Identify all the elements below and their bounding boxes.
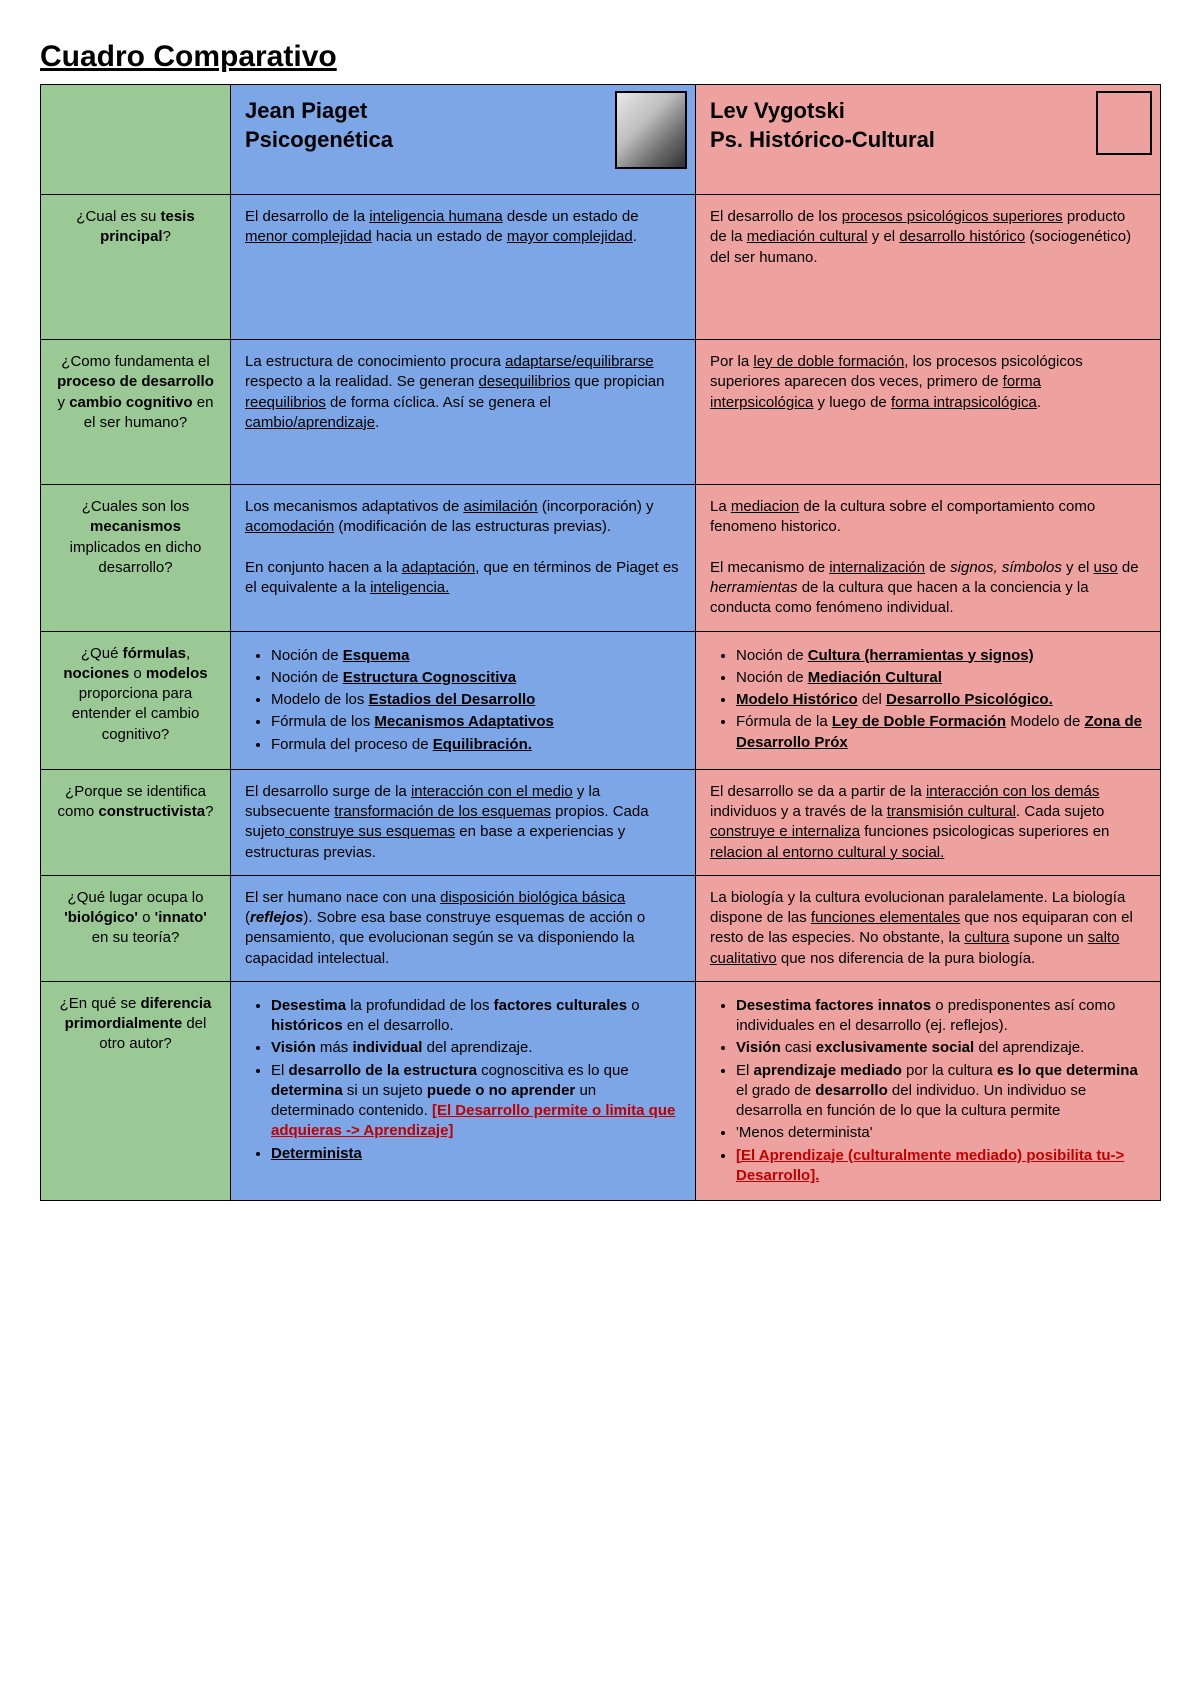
piaget-cell: El desarrollo surge de la interacción co… [231,769,696,875]
comparison-table: Jean Piaget Psicogenética Lev Vygotski P… [40,84,1161,1201]
piaget-cell: El ser humano nace con una disposición b… [231,875,696,981]
list-item: Noción de Esquema [271,646,681,666]
piaget-cell: Los mecanismos adaptativos de asimilació… [231,485,696,632]
list-item: El aprendizaje mediado por la cultura es… [736,1061,1146,1122]
vygotski-cell: Desestima factores innatos o predisponen… [696,981,1161,1200]
question-cell: ¿Como fundamenta el proceso de desarroll… [41,340,231,485]
question-cell: ¿Cuales son los mecanismos implicados en… [41,485,231,632]
list-item: Noción de Cultura (herramientas y signos… [736,646,1146,666]
table-row: ¿Como fundamenta el proceso de desarroll… [41,340,1161,485]
list-item: Determinista [271,1144,681,1164]
table-row: ¿Qué fórmulas, nociones o modelos propor… [41,631,1161,769]
piaget-cell: La estructura de conocimiento procura ad… [231,340,696,485]
vygotski-cell: El desarrollo de los procesos psicológic… [696,195,1161,340]
vygotski-cell: Noción de Cultura (herramientas y signos… [696,631,1161,769]
list-item: El desarrollo de la estructura cognoscit… [271,1061,681,1142]
vygotski-cell: La mediacion de la cultura sobre el comp… [696,485,1161,632]
list-item: Modelo de los Estadios del Desarrollo [271,690,681,710]
table-row: ¿Cual es su tesis principal?El desarroll… [41,195,1161,340]
question-cell: ¿Porque se identifica como constructivis… [41,769,231,875]
vygotski-cell: El desarrollo se da a partir de la inter… [696,769,1161,875]
list-item: Fórmula de los Mecanismos Adaptativos [271,712,681,732]
vygotski-name: Lev Vygotski [710,97,1146,125]
question-cell: ¿Qué lugar ocupa lo 'biológico' o 'innat… [41,875,231,981]
list-item: Formula del proceso de Equilibración. [271,735,681,755]
page-title: Cuadro Comparativo [40,40,1160,74]
table-row: ¿Qué lugar ocupa lo 'biológico' o 'innat… [41,875,1161,981]
vygotski-subtitle: Ps. Histórico-Cultural [710,125,1146,155]
header-blank [41,85,231,195]
list-item: Desestima factores innatos o predisponen… [736,996,1146,1037]
vygotski-cell: Por la ley de doble formación, los proce… [696,340,1161,485]
list-item: Noción de Mediación Cultural [736,668,1146,688]
list-item: Noción de Estructura Cognoscitiva [271,668,681,688]
vygotski-cell: La biología y la cultura evolucionan par… [696,875,1161,981]
piaget-cell: Noción de EsquemaNoción de Estructura Co… [231,631,696,769]
list-item: Visión más individual del aprendizaje. [271,1038,681,1058]
piaget-cell: Desestima la profundidad de los factores… [231,981,696,1200]
header-piaget: Jean Piaget Psicogenética [231,85,696,195]
table-row: ¿Cuales son los mecanismos implicados en… [41,485,1161,632]
table-row: ¿Porque se identifica como constructivis… [41,769,1161,875]
question-cell: ¿Qué fórmulas, nociones o modelos propor… [41,631,231,769]
list-item: 'Menos determinista' [736,1123,1146,1143]
header-row: Jean Piaget Psicogenética Lev Vygotski P… [41,85,1161,195]
list-item: Desestima la profundidad de los factores… [271,996,681,1037]
question-cell: ¿En qué se diferencia primordialmente de… [41,981,231,1200]
table-row: ¿En qué se diferencia primordialmente de… [41,981,1161,1200]
header-vygotski: Lev Vygotski Ps. Histórico-Cultural [696,85,1161,195]
list-item: [El Aprendizaje (culturalmente mediado) … [736,1146,1146,1187]
question-cell: ¿Cual es su tesis principal? [41,195,231,340]
piaget-photo [615,91,687,169]
list-item: Fórmula de la Ley de Doble Formación Mod… [736,712,1146,753]
list-item: Modelo Histórico del Desarrollo Psicológ… [736,690,1146,710]
vygotski-photo-placeholder [1096,91,1152,155]
list-item: Visión casi exclusivamente social del ap… [736,1038,1146,1058]
piaget-cell: El desarrollo de la inteligencia humana … [231,195,696,340]
